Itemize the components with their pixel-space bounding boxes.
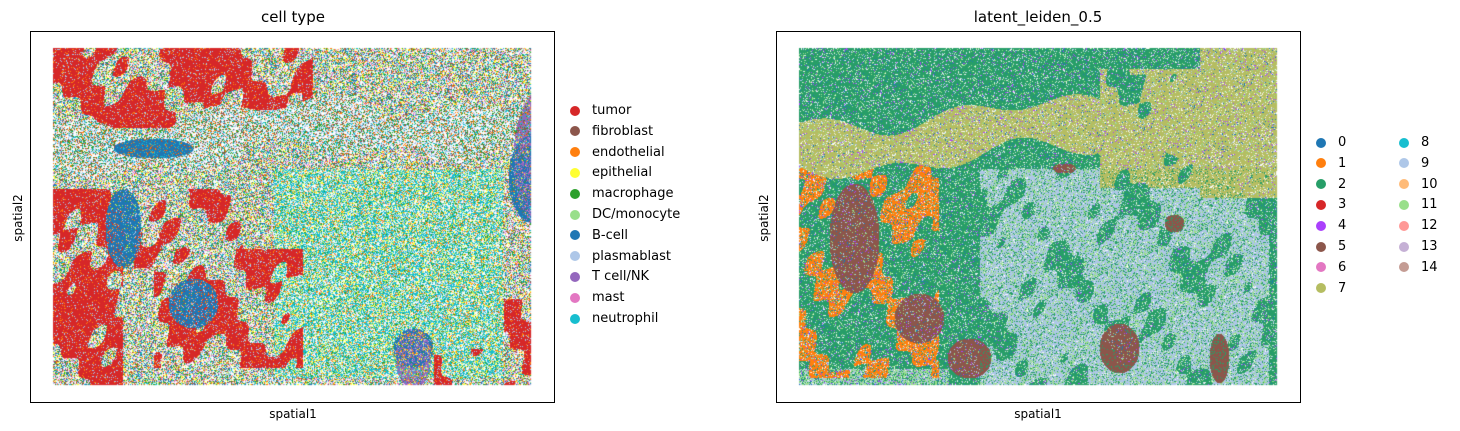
legend-marker [1316, 220, 1326, 231]
legend-item: 11 [1399, 197, 1438, 212]
legend-marker [1316, 241, 1326, 252]
legend-label: 14 [1421, 259, 1438, 275]
legend-label: 11 [1421, 197, 1438, 213]
legend-item: 2 [1316, 177, 1346, 192]
legend-label: mast [592, 290, 625, 306]
legend-marker [1399, 158, 1409, 169]
legend-label: fibroblast [592, 123, 654, 139]
legend-label: 13 [1421, 239, 1438, 254]
legend-item: B-cell [570, 228, 628, 243]
legend-item: 5 [1316, 239, 1346, 254]
legend-item: 12 [1399, 218, 1438, 233]
legend-marker [1316, 179, 1326, 190]
legend-marker [570, 147, 580, 158]
legend-marker [1316, 283, 1326, 294]
legend-marker [1316, 137, 1326, 148]
legend-label: T cell/NK [592, 269, 650, 285]
legend-item: 0 [1316, 135, 1346, 150]
legend-marker [1399, 241, 1409, 252]
legend-label: DC/monocyte [592, 207, 681, 222]
legend-label: macrophage [592, 186, 674, 202]
legend-item: 7 [1316, 281, 1346, 296]
leiden-title: latent_leiden_0.5 [973, 8, 1103, 26]
legend-item: 4 [1316, 218, 1346, 233]
leiden-scatter [777, 32, 1300, 402]
legend-label: 1 [1338, 155, 1347, 171]
legend-label: 6 [1338, 259, 1347, 275]
cell-type-plot-area [30, 31, 555, 403]
legend-marker [1399, 262, 1409, 273]
legend-marker [1399, 220, 1409, 231]
leiden-xlabel: spatial1 [1014, 407, 1062, 421]
legend-item: DC/monocyte [570, 207, 680, 222]
legend-item: 14 [1399, 260, 1438, 275]
legend-item: 9 [1399, 156, 1429, 171]
legend-label: 12 [1421, 218, 1438, 234]
legend-marker [1399, 137, 1409, 148]
legend-item: mast [570, 290, 625, 305]
legend-item: fibroblast [570, 124, 653, 139]
legend-label: neutrophil [592, 311, 659, 326]
legend-label: 0 [1338, 135, 1347, 150]
cell-type-xlabel: spatial1 [269, 407, 317, 421]
legend-item: plasmablast [570, 249, 671, 264]
legend-label: 2 [1338, 176, 1347, 192]
cell-type-title: cell type [260, 8, 326, 26]
legend-marker [570, 251, 580, 262]
legend-marker [570, 230, 580, 241]
legend-label: 7 [1338, 280, 1347, 296]
legend-item: 3 [1316, 197, 1346, 212]
leiden-ylabel: spatial2 [757, 194, 771, 242]
legend-label: B-cell [592, 227, 628, 243]
legend-marker [570, 209, 580, 220]
legend-item: 6 [1316, 260, 1346, 275]
legend-marker [570, 167, 580, 178]
legend-marker [570, 105, 580, 116]
legend-marker [1399, 179, 1409, 190]
cell-type-ylabel: spatial2 [11, 194, 25, 242]
legend-marker [1316, 199, 1326, 210]
legend-item: T cell/NK [570, 269, 649, 284]
legend-item: 10 [1399, 177, 1438, 192]
legend-item: 8 [1399, 135, 1429, 150]
legend-label: 8 [1421, 135, 1430, 150]
legend-marker [570, 271, 580, 282]
legend-label: 10 [1421, 176, 1438, 192]
legend-marker [1399, 199, 1409, 210]
legend-item: macrophage [570, 186, 674, 201]
legend-marker [570, 292, 580, 303]
leiden-plot-area [776, 31, 1301, 403]
legend-label: 4 [1338, 218, 1347, 234]
legend-label: 5 [1338, 239, 1347, 254]
legend-label: epithelial [592, 165, 652, 181]
legend-label: 3 [1338, 197, 1347, 213]
legend-item: tumor [570, 103, 631, 118]
legend-label: endothelial [592, 144, 665, 160]
legend-item: 13 [1399, 239, 1438, 254]
legend-item: neutrophil [570, 311, 658, 326]
legend-item: 1 [1316, 156, 1346, 171]
legend-item: epithelial [570, 165, 652, 180]
legend-label: plasmablast [592, 248, 671, 264]
legend-marker [570, 313, 580, 324]
cell-type-scatter [31, 32, 554, 402]
legend-item: endothelial [570, 145, 665, 160]
legend-label: 9 [1421, 155, 1430, 171]
legend-marker [1316, 158, 1326, 169]
legend-marker [570, 188, 580, 199]
legend-label: tumor [592, 103, 632, 118]
legend-marker [570, 126, 580, 137]
legend-marker [1316, 262, 1326, 273]
